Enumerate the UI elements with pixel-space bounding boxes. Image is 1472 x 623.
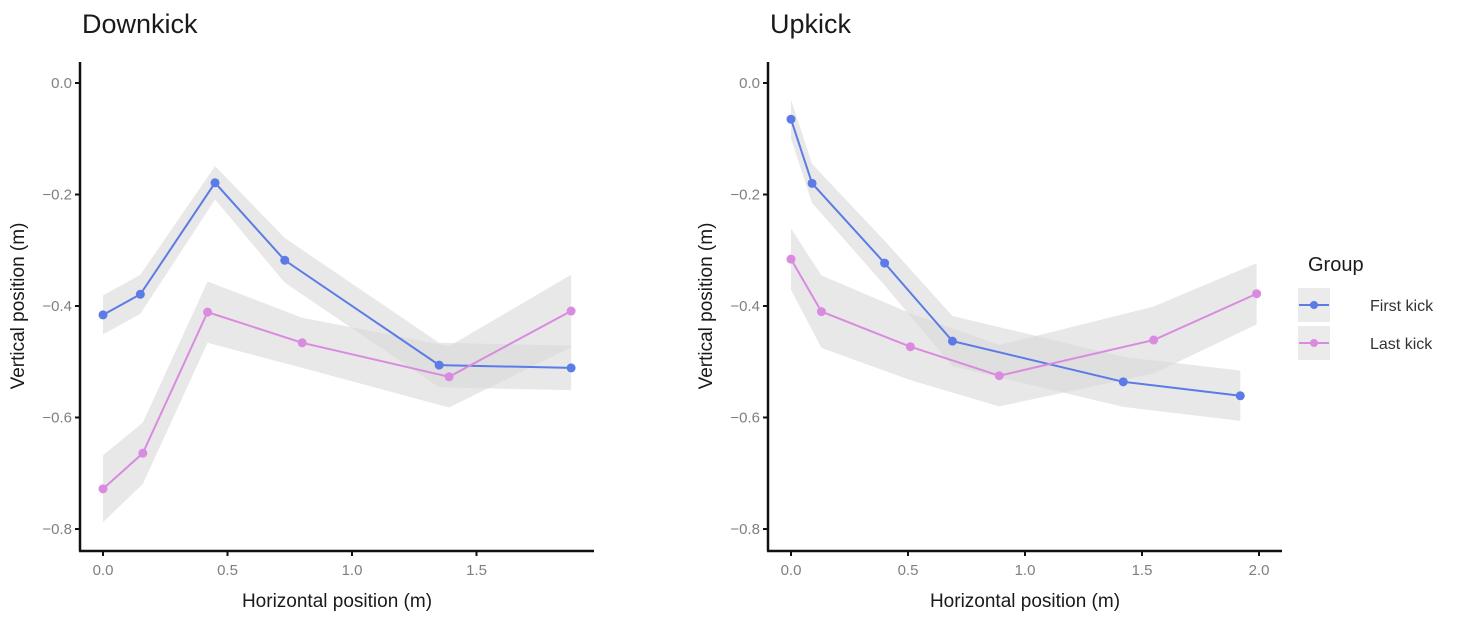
downkick-title: Downkick	[82, 9, 198, 39]
downkick-first-kick-line	[102, 181, 572, 369]
downkick-panel: Downkick 0.0 −0.2 −0.4 −0.6 −0.8 0.0 0.5 1.0 1.…	[8, 9, 594, 612]
downkick-last-kick-point	[444, 372, 454, 382]
downkick-first-kick-ci-ribbon	[103, 166, 572, 391]
legend-key-point	[1310, 301, 1318, 309]
upkick-y-tick-label: −0.6	[730, 410, 760, 427]
upkick-x-tick-label: 0.0	[781, 562, 802, 579]
downkick-x-tick-label: 1.0	[342, 562, 363, 579]
downkick-last-kick-point	[138, 448, 148, 458]
upkick-x-tick-label: 2.0	[1249, 562, 1270, 579]
upkick-first-kick-line	[790, 118, 1241, 397]
downkick-x-ticks: 0.0 0.5 1.0 1.5	[93, 551, 487, 579]
downkick-x-axis-title: Horizontal position (m)	[242, 591, 432, 612]
upkick-y-tick-label: −0.8	[730, 521, 760, 538]
legend-entry-first-kick: First kick	[1298, 288, 1434, 322]
downkick-points	[98, 178, 576, 494]
upkick-x-ticks: 0.0 0.5 1.0 1.5 2.0	[781, 551, 1270, 579]
upkick-x-axis-title: Horizontal position (m)	[930, 591, 1120, 612]
upkick-first-kick-point	[1118, 377, 1128, 387]
downkick-lines	[102, 181, 572, 490]
downkick-y-tick-label: −0.4	[42, 298, 72, 315]
downkick-y-tick-label: −0.2	[42, 187, 72, 204]
downkick-first-kick-point	[135, 289, 145, 299]
legend: Group First kick Last kick	[1298, 254, 1434, 360]
upkick-last-kick-line	[790, 258, 1258, 377]
upkick-title: Upkick	[770, 9, 852, 39]
upkick-last-kick-point	[905, 342, 915, 352]
downkick-first-kick-point	[434, 360, 444, 370]
upkick-last-kick-point	[994, 371, 1004, 381]
upkick-last-kick-point	[1149, 335, 1159, 345]
downkick-y-tick-label: 0.0	[51, 75, 72, 92]
upkick-panel: Upkick 0.0 −0.2 −0.4 −0.6 −0.8 0.0 0.5 1.0 1.5 2…	[696, 9, 1282, 612]
downkick-x-tick-label: 1.5	[466, 562, 487, 579]
downkick-y-tick-label: −0.6	[42, 410, 72, 427]
upkick-last-kick-point	[786, 254, 796, 264]
upkick-last-kick-ci-ribbon	[791, 228, 1257, 407]
upkick-ribbons	[791, 99, 1257, 421]
downkick-last-kick-point	[297, 338, 307, 348]
upkick-y-tick-label: −0.2	[730, 187, 760, 204]
upkick-x-tick-label: 1.5	[1132, 562, 1153, 579]
downkick-last-kick-point	[203, 307, 213, 317]
downkick-first-kick-point	[566, 363, 576, 373]
legend-label-first-kick: First kick	[1370, 298, 1434, 315]
upkick-first-kick-point	[1235, 391, 1245, 401]
upkick-first-kick-point	[786, 114, 796, 124]
upkick-x-tick-label: 1.0	[1015, 562, 1036, 579]
upkick-points	[786, 114, 1262, 401]
downkick-first-kick-point	[210, 178, 220, 188]
downkick-last-kick-ci-ribbon	[103, 274, 572, 523]
upkick-last-kick-point	[816, 307, 826, 317]
downkick-last-kick-point	[566, 306, 576, 316]
downkick-y-tick-label: −0.8	[42, 521, 72, 538]
downkick-x-tick-label: 0.5	[217, 562, 238, 579]
downkick-last-kick-point	[98, 484, 108, 494]
upkick-first-kick-point	[947, 336, 957, 346]
downkick-y-ticks: 0.0 −0.2 −0.4 −0.6 −0.8	[42, 75, 80, 538]
upkick-lines	[790, 118, 1258, 397]
upkick-x-tick-label: 0.5	[898, 562, 919, 579]
legend-title: Group	[1308, 254, 1364, 276]
downkick-last-kick-line	[102, 310, 572, 490]
legend-entry-last-kick: Last kick	[1298, 326, 1433, 360]
downkick-x-tick-label: 0.0	[93, 562, 114, 579]
legend-label-last-kick: Last kick	[1370, 336, 1433, 353]
downkick-ribbons	[103, 166, 572, 523]
upkick-y-ticks: 0.0 −0.2 −0.4 −0.6 −0.8	[730, 75, 768, 538]
upkick-first-kick-point	[880, 258, 890, 268]
upkick-y-axis-title: Vertical position (m)	[696, 223, 717, 390]
legend-key-point	[1310, 339, 1318, 347]
upkick-y-tick-label: −0.4	[730, 298, 760, 315]
upkick-last-kick-point	[1252, 289, 1262, 299]
upkick-y-tick-label: 0.0	[739, 75, 760, 92]
upkick-first-kick-point	[807, 178, 817, 188]
downkick-first-kick-point	[98, 310, 108, 320]
downkick-first-kick-point	[280, 255, 290, 265]
downkick-y-axis-title: Vertical position (m)	[8, 223, 29, 390]
